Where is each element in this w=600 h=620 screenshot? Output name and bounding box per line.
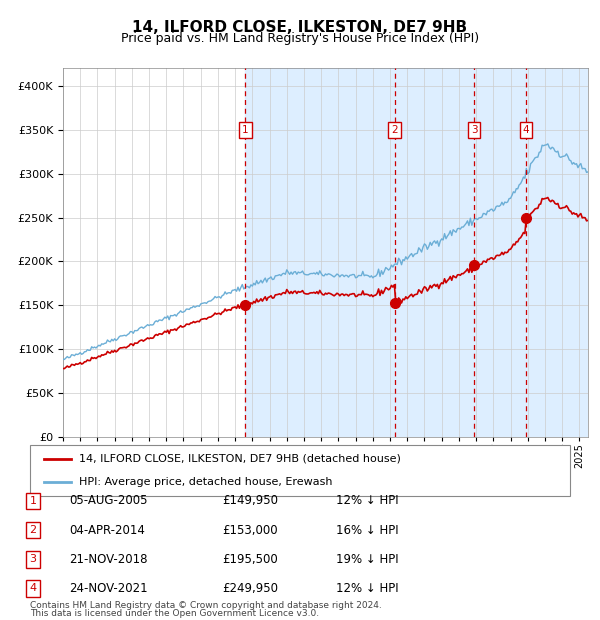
Text: £249,950: £249,950 (222, 582, 278, 595)
Text: 4: 4 (29, 583, 37, 593)
Text: £195,500: £195,500 (222, 553, 278, 565)
Text: 12% ↓ HPI: 12% ↓ HPI (336, 495, 398, 507)
Text: £149,950: £149,950 (222, 495, 278, 507)
Text: £153,000: £153,000 (222, 524, 278, 536)
Text: 4: 4 (523, 125, 529, 135)
Bar (245, 68, 588, 437)
Text: 24-NOV-2021: 24-NOV-2021 (69, 582, 148, 595)
Text: 14, ILFORD CLOSE, ILKESTON, DE7 9HB: 14, ILFORD CLOSE, ILKESTON, DE7 9HB (133, 20, 467, 35)
Text: 21-NOV-2018: 21-NOV-2018 (69, 553, 148, 565)
Text: This data is licensed under the Open Government Licence v3.0.: This data is licensed under the Open Gov… (30, 609, 319, 618)
Text: 2: 2 (391, 125, 398, 135)
Text: 19% ↓ HPI: 19% ↓ HPI (336, 553, 398, 565)
Text: HPI: Average price, detached house, Erewash: HPI: Average price, detached house, Erew… (79, 477, 332, 487)
Text: 1: 1 (242, 125, 248, 135)
Text: 14, ILFORD CLOSE, ILKESTON, DE7 9HB (detached house): 14, ILFORD CLOSE, ILKESTON, DE7 9HB (det… (79, 454, 400, 464)
Text: 1: 1 (29, 496, 37, 506)
Text: Contains HM Land Registry data © Crown copyright and database right 2024.: Contains HM Land Registry data © Crown c… (30, 601, 382, 610)
Text: Price paid vs. HM Land Registry's House Price Index (HPI): Price paid vs. HM Land Registry's House … (121, 32, 479, 45)
Text: 16% ↓ HPI: 16% ↓ HPI (336, 524, 398, 536)
Text: 2: 2 (29, 525, 37, 535)
Text: 3: 3 (471, 125, 478, 135)
Text: 05-AUG-2005: 05-AUG-2005 (69, 495, 148, 507)
FancyBboxPatch shape (30, 445, 570, 496)
Text: 3: 3 (29, 554, 37, 564)
Text: 12% ↓ HPI: 12% ↓ HPI (336, 582, 398, 595)
Text: 04-APR-2014: 04-APR-2014 (69, 524, 145, 536)
